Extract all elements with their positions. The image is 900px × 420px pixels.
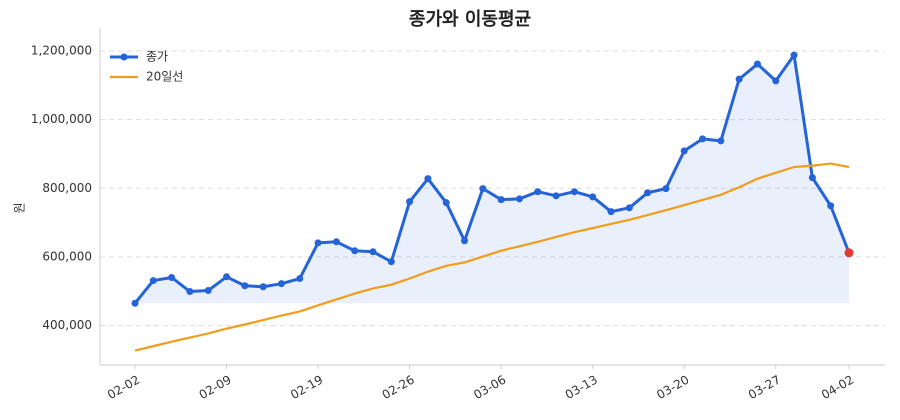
point bbox=[168, 273, 176, 281]
point bbox=[149, 277, 157, 285]
last-point bbox=[844, 248, 854, 258]
point bbox=[497, 196, 505, 204]
point bbox=[131, 299, 139, 307]
x-tick-label: 03-13 bbox=[563, 373, 600, 403]
point bbox=[241, 282, 249, 290]
point bbox=[570, 188, 578, 196]
point bbox=[717, 137, 725, 145]
point bbox=[277, 280, 285, 288]
legend-label: 20일선 bbox=[146, 70, 183, 84]
y-tick-label: 400,000 bbox=[42, 318, 92, 332]
y-tick-label: 800,000 bbox=[42, 181, 92, 195]
point bbox=[351, 247, 359, 255]
point bbox=[406, 198, 414, 206]
point bbox=[223, 273, 231, 281]
point bbox=[827, 202, 835, 210]
x-tick-label: 02-26 bbox=[380, 373, 417, 403]
point bbox=[387, 258, 395, 266]
x-tick-label: 02-02 bbox=[105, 373, 142, 403]
area-fill bbox=[135, 55, 849, 304]
point bbox=[259, 283, 267, 291]
point bbox=[753, 60, 761, 68]
y-tick-label: 1,000,000 bbox=[31, 112, 92, 126]
x-tick-label: 02-09 bbox=[197, 373, 234, 403]
legend-marker bbox=[120, 53, 128, 61]
point bbox=[534, 188, 542, 196]
series-line bbox=[133, 53, 851, 305]
point bbox=[204, 287, 212, 295]
x-tick-label: 04-02 bbox=[819, 373, 856, 403]
point bbox=[589, 193, 597, 201]
chart-title: 종가와 이동평균 bbox=[409, 9, 531, 30]
x-tick-label: 03-06 bbox=[471, 373, 508, 403]
point bbox=[552, 192, 560, 200]
x-tick-label: 03-20 bbox=[654, 373, 691, 403]
point bbox=[680, 147, 688, 155]
x-tick-label: 03-27 bbox=[746, 373, 783, 403]
point bbox=[332, 238, 340, 246]
point bbox=[625, 204, 633, 212]
point bbox=[479, 185, 487, 193]
point bbox=[644, 189, 652, 197]
legend-label: 종가 bbox=[146, 50, 168, 64]
point bbox=[461, 237, 469, 245]
y-axis-label: 원 bbox=[13, 202, 27, 213]
point bbox=[442, 199, 450, 207]
point bbox=[662, 185, 670, 193]
point bbox=[772, 77, 780, 85]
y-tick-label: 600,000 bbox=[42, 249, 92, 263]
point bbox=[699, 135, 707, 143]
y-tick-label: 1,200,000 bbox=[31, 43, 92, 57]
x-tick-label: 02-19 bbox=[288, 373, 325, 403]
point bbox=[735, 75, 743, 83]
series-line bbox=[134, 162, 850, 352]
point bbox=[808, 174, 816, 182]
point bbox=[607, 208, 615, 216]
point bbox=[314, 239, 322, 247]
point bbox=[424, 175, 432, 183]
point bbox=[186, 288, 194, 296]
point bbox=[790, 51, 798, 59]
point bbox=[515, 195, 523, 203]
point bbox=[369, 248, 377, 256]
point bbox=[296, 275, 304, 283]
